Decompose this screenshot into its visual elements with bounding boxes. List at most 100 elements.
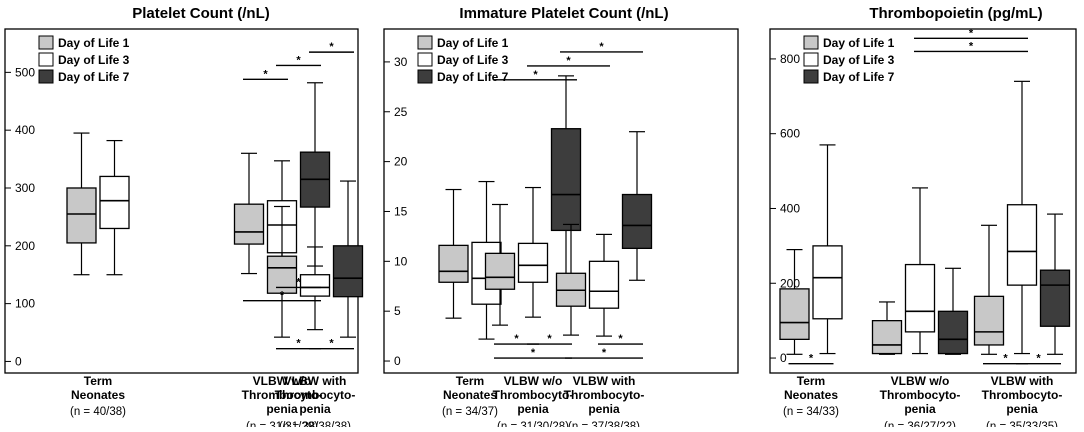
group-label: Thrombocyto-	[275, 388, 356, 402]
plot-frame	[4, 28, 359, 374]
group-label: Term	[456, 374, 484, 388]
group-label: VLBW w/o	[504, 374, 563, 388]
box-iqr	[484, 252, 516, 290]
box-plot	[779, 249, 810, 355]
legend-label: Day of Life 3	[437, 53, 509, 67]
group-n-label: (n = 37/38/38)	[568, 421, 640, 427]
box-plot	[1006, 80, 1038, 355]
box-plot	[588, 233, 620, 337]
y-tick-label: 200	[780, 276, 800, 290]
y-tick-label: 600	[780, 127, 800, 141]
legend-label: Day of Life 3	[58, 53, 130, 67]
significance-star: *	[329, 41, 334, 53]
box-plot	[332, 180, 364, 338]
y-tick-label: 10	[394, 254, 408, 268]
legend-label: Day of Life 3	[823, 53, 895, 67]
box-plot	[66, 132, 97, 276]
group-n-label: (n = 31/30/28)	[497, 421, 569, 427]
box-plot	[299, 246, 331, 331]
group-n-label: (n = 34/33)	[783, 406, 839, 418]
box-iqr	[904, 263, 936, 333]
box-iqr	[937, 310, 969, 355]
box-plot	[484, 203, 516, 326]
legend-swatch	[417, 69, 433, 84]
group-label: Thrombocyto-	[880, 388, 961, 402]
group-label: penia	[266, 402, 298, 416]
legend-label: Day of Life 7	[823, 70, 895, 84]
box-plot	[438, 188, 469, 319]
significance-star: *	[296, 276, 301, 288]
significance-star: *	[547, 333, 552, 345]
y-tick-label: 0	[15, 354, 22, 368]
box-plot	[517, 186, 549, 318]
box-iqr	[1006, 204, 1038, 286]
group-label: Thrombocyto-	[564, 388, 645, 402]
significance-star: *	[1036, 353, 1041, 365]
legend-swatch	[38, 69, 54, 84]
y-tick-label: 0	[780, 351, 787, 365]
panel-1: Platelet Count (/nL) 0 100 200 300 400 500 Day …	[4, 5, 364, 432]
significance-star: *	[1003, 353, 1008, 365]
y-tick-label: 200	[15, 239, 35, 253]
group-n-label: (n = 34/37)	[442, 406, 498, 418]
significance-star: *	[599, 41, 604, 53]
box-plot	[99, 139, 130, 276]
group-label: VLBW w/o	[891, 374, 950, 388]
box-iqr	[66, 187, 97, 244]
box-plot	[812, 144, 843, 355]
box-iqr	[550, 128, 582, 232]
significance-star: *	[296, 54, 301, 66]
legend-label: Day of Life 1	[437, 36, 509, 50]
y-tick-label: 20	[394, 155, 408, 169]
box-iqr	[438, 244, 469, 283]
box-iqr	[332, 245, 364, 298]
y-tick-label: 400	[15, 123, 35, 137]
legend-label: Day of Life 7	[437, 70, 509, 84]
legend-label: Day of Life 1	[823, 36, 895, 50]
legend-swatch	[803, 69, 819, 84]
group-label: Term	[797, 374, 825, 388]
group-label: Neonates	[784, 388, 838, 402]
group-label: penia	[517, 402, 549, 416]
significance-star: *	[514, 333, 519, 345]
box-iqr	[588, 260, 620, 309]
group-label: penia	[904, 402, 936, 416]
y-tick-label: 0	[394, 354, 401, 368]
panel-title: Immature Platelet Count (/nL)	[459, 5, 668, 22]
significance-star: *	[533, 69, 538, 81]
box-iqr	[812, 245, 843, 320]
group-n-label: (n = 35/33/35)	[986, 421, 1058, 427]
box-iqr	[299, 274, 331, 297]
box-plot	[550, 75, 582, 284]
legend-swatch	[417, 52, 433, 67]
group-label: Neonates	[71, 388, 125, 402]
y-tick-label: 5	[394, 304, 401, 318]
legend-swatch	[417, 35, 433, 50]
legend-swatch	[38, 52, 54, 67]
group-label: Thrombocyto-	[493, 388, 574, 402]
y-tick-label: 800	[780, 52, 800, 66]
box-iqr	[1039, 269, 1071, 327]
box-iqr	[871, 320, 903, 355]
group-label: VLBW w/o	[253, 374, 312, 388]
group-n-label: (n = 38/38/38)	[279, 421, 351, 427]
group-n-label: (n = 40/38)	[70, 406, 126, 418]
group-n-label: (n = 36/27/22)	[884, 421, 956, 427]
plot-frame	[383, 28, 739, 374]
group-label: penia	[588, 402, 620, 416]
legend-swatch	[803, 52, 819, 67]
y-tick-label: 25	[394, 105, 408, 119]
panel-3: Thrombopoietin (pg/mL) 0 200 400 600 800 Day o…	[769, 5, 1077, 432]
box-iqr	[233, 203, 265, 245]
y-tick-label: 100	[15, 297, 35, 311]
group-label: penia	[299, 402, 331, 416]
significance-star: *	[263, 68, 268, 80]
box-iqr	[517, 242, 549, 283]
legend-label: Day of Life 7	[58, 70, 130, 84]
box-plot	[621, 131, 653, 281]
panel-title: Platelet Count (/nL)	[132, 5, 270, 22]
group-label: penia	[1006, 402, 1038, 416]
group-label: Thrombocyto-	[982, 388, 1063, 402]
box-iqr	[621, 193, 653, 250]
box-plot	[937, 267, 969, 355]
